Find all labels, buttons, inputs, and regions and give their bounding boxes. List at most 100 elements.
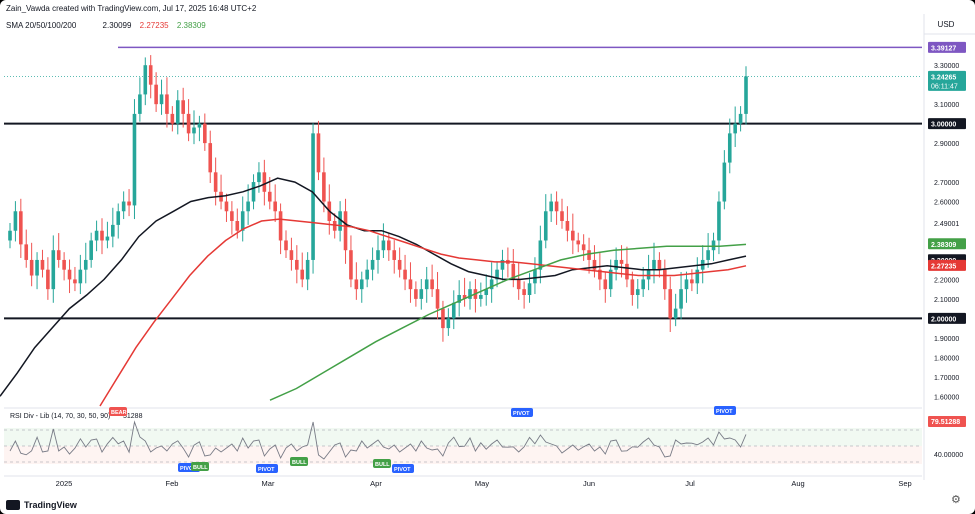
candle-body[interactable]: [711, 240, 716, 251]
candle-body[interactable]: [273, 201, 277, 212]
candle-body[interactable]: [441, 308, 445, 329]
candle-body[interactable]: [603, 279, 608, 290]
candle-body[interactable]: [457, 295, 461, 303]
candle-body[interactable]: [56, 250, 61, 260]
candle-body[interactable]: [354, 279, 359, 290]
candle-body[interactable]: [278, 211, 283, 241]
candle-body[interactable]: [240, 211, 245, 231]
candle-body[interactable]: [446, 318, 451, 329]
candle-body[interactable]: [170, 113, 175, 124]
candle-body[interactable]: [533, 269, 537, 284]
candle-body[interactable]: [46, 269, 50, 290]
candle-body[interactable]: [451, 302, 456, 319]
candle-body[interactable]: [608, 269, 613, 290]
candle-body[interactable]: [549, 201, 553, 212]
candle-body[interactable]: [673, 308, 678, 319]
candle-body[interactable]: [484, 289, 489, 295]
candle-body[interactable]: [646, 269, 651, 280]
bull-tag[interactable]: [191, 462, 209, 471]
candle-body[interactable]: [370, 259, 375, 270]
candle-body[interactable]: [387, 240, 391, 251]
candle-body[interactable]: [706, 250, 710, 260]
candle-body[interactable]: [338, 211, 342, 231]
candle-body[interactable]: [695, 269, 700, 284]
candle-body[interactable]: [435, 289, 440, 309]
candle-body[interactable]: [138, 94, 142, 114]
candle-body[interactable]: [744, 76, 748, 114]
candle-body[interactable]: [630, 279, 635, 295]
candle-body[interactable]: [8, 230, 12, 241]
candle-body[interactable]: [35, 259, 39, 276]
candle-body[interactable]: [19, 211, 23, 245]
candle-body[interactable]: [397, 259, 402, 270]
candle-body[interactable]: [495, 269, 499, 280]
candle-body[interactable]: [419, 289, 424, 299]
candle-body[interactable]: [359, 279, 364, 290]
candle-body[interactable]: [311, 133, 315, 260]
candle-body[interactable]: [267, 191, 272, 202]
candle-body[interactable]: [100, 230, 104, 241]
candle-body[interactable]: [679, 289, 683, 309]
candle-body[interactable]: [94, 230, 99, 241]
candle-body[interactable]: [332, 221, 337, 231]
candle-body[interactable]: [392, 250, 397, 260]
candle-body[interactable]: [105, 236, 110, 241]
candle-body[interactable]: [24, 244, 29, 260]
candle-body[interactable]: [322, 172, 326, 202]
candle-body[interactable]: [522, 289, 526, 295]
candle-body[interactable]: [619, 259, 624, 264]
candle-body[interactable]: [295, 259, 299, 270]
candle-body[interactable]: [143, 65, 148, 95]
gear-icon[interactable]: ⚙: [951, 494, 961, 506]
candle-body[interactable]: [462, 295, 467, 299]
candle-body[interactable]: [538, 240, 543, 270]
candle-body[interactable]: [727, 133, 732, 163]
candle-body[interactable]: [527, 283, 532, 295]
candle-body[interactable]: [300, 269, 305, 280]
candle-body[interactable]: [186, 113, 191, 134]
candle-body[interactable]: [614, 259, 618, 270]
candle-body[interactable]: [652, 259, 656, 270]
candle-body[interactable]: [83, 259, 88, 270]
candle-body[interactable]: [571, 230, 575, 241]
candle-body[interactable]: [284, 240, 288, 251]
candle-body[interactable]: [29, 259, 34, 276]
pivot-tag[interactable]: [392, 464, 414, 473]
candle-body[interactable]: [592, 259, 597, 270]
candle-body[interactable]: [78, 269, 83, 284]
candle-body[interactable]: [349, 250, 353, 280]
candle-body[interactable]: [565, 221, 570, 231]
candle-body[interactable]: [154, 84, 158, 105]
candle-body[interactable]: [213, 172, 218, 192]
candle-body[interactable]: [560, 211, 564, 221]
candle-body[interactable]: [738, 113, 743, 124]
candle-body[interactable]: [587, 250, 591, 260]
candle-body[interactable]: [175, 100, 180, 124]
candle-body[interactable]: [121, 201, 126, 212]
candle-body[interactable]: [381, 240, 386, 251]
sma-line[interactable]: [269, 243, 747, 401]
candle-body[interactable]: [468, 289, 472, 299]
candle-body[interactable]: [554, 201, 559, 212]
bull-tag[interactable]: [373, 459, 391, 468]
candle-body[interactable]: [414, 289, 418, 299]
candle-body[interactable]: [479, 295, 483, 299]
candle-body[interactable]: [192, 127, 196, 134]
candle-body[interactable]: [365, 269, 369, 280]
candle-body[interactable]: [148, 65, 153, 85]
candle-body[interactable]: [430, 279, 434, 290]
pivot-tag[interactable]: [714, 406, 736, 415]
candle-body[interactable]: [235, 221, 240, 231]
candle-body[interactable]: [717, 201, 721, 241]
candle-body[interactable]: [576, 240, 581, 245]
candle-body[interactable]: [251, 182, 256, 202]
candle-body[interactable]: [89, 240, 93, 260]
candle-body[interactable]: [197, 123, 202, 128]
candle-body[interactable]: [722, 162, 727, 202]
candle-body[interactable]: [516, 279, 521, 290]
candle-body[interactable]: [511, 263, 516, 280]
candle-body[interactable]: [203, 123, 207, 144]
candle-body[interactable]: [733, 123, 737, 134]
